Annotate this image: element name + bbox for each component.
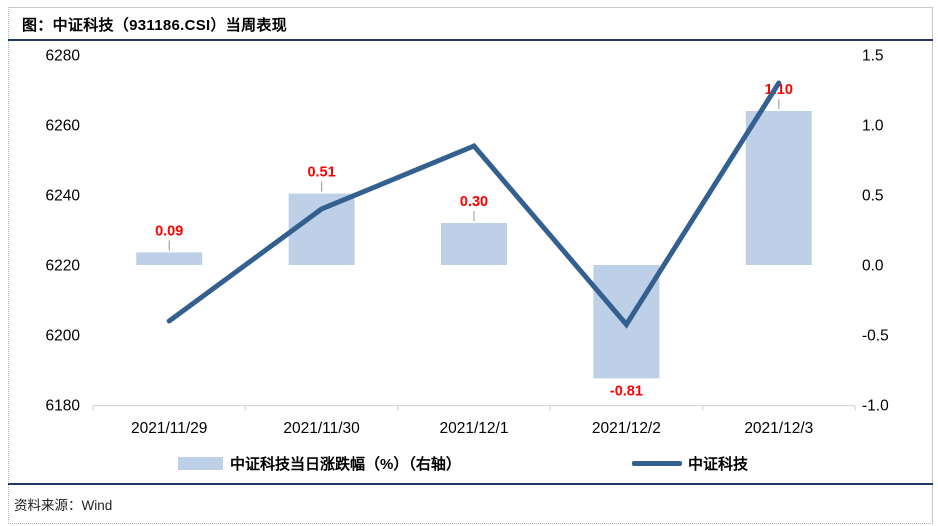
bar <box>745 111 812 265</box>
index-line-series <box>166 80 782 329</box>
bar-value-label: 0.30 <box>460 194 488 210</box>
legend-line-swatch <box>632 460 682 466</box>
y-axis-right-tick-label: -0.5 <box>862 328 889 345</box>
y-axis-left-tick-label: 6220 <box>46 258 81 275</box>
bar-value-label: -0.81 <box>610 383 643 399</box>
y-axis-right-tick-label: 1.0 <box>862 118 884 135</box>
footer-divider <box>8 483 933 485</box>
x-axis-tick-label: 2021/11/29 <box>131 420 207 437</box>
x-axis-tick-label: 2021/12/2 <box>592 420 661 437</box>
x-axis-tick-label: 2021/12/3 <box>744 420 813 437</box>
bar-value-label: 0.09 <box>155 223 183 239</box>
legend-item-line-series: 中证科技 <box>632 450 748 476</box>
y-axis-left-tick-label: 6240 <box>46 188 81 205</box>
y-axis-left-tick-label: 6180 <box>46 398 81 415</box>
title-row: 图：中证科技（931186.CSI）当周表现 <box>8 7 933 41</box>
bar-value-label: 0.51 <box>307 165 335 181</box>
source-note: 资料来源：Wind <box>14 498 113 513</box>
y-axis-right-tick-label: 0.5 <box>862 188 884 205</box>
bar <box>136 252 203 265</box>
y-axis-right-tick-label: 1.5 <box>862 48 884 65</box>
bar <box>441 223 507 265</box>
figure-title: 图：中证科技（931186.CSI）当周表现 <box>22 17 287 34</box>
legend-item-bar-series: 中证科技当日涨跌幅（%）（右轴） <box>178 450 461 476</box>
y-axis-right-tick-label: 0.0 <box>862 258 884 275</box>
y-axis-left-tick-label: 6280 <box>46 48 81 65</box>
y-axis-left-tick-label: 6200 <box>46 328 81 345</box>
x-axis-tick-label: 2021/12/1 <box>440 420 509 437</box>
legend-bar-swatch <box>178 456 223 470</box>
legend-bar-label: 中证科技当日涨跌幅（%）（右轴） <box>230 455 461 473</box>
chart-legend: 中证科技当日涨跌幅（%）（右轴） 中证科技 <box>0 450 938 478</box>
y-axis-left-tick-label: 6260 <box>46 118 81 135</box>
x-axis-tick-label: 2021/11/30 <box>283 420 360 437</box>
legend-line-label: 中证科技 <box>688 455 749 473</box>
bar <box>288 193 355 265</box>
y-axis-right-tick-label: -1.0 <box>862 398 889 415</box>
